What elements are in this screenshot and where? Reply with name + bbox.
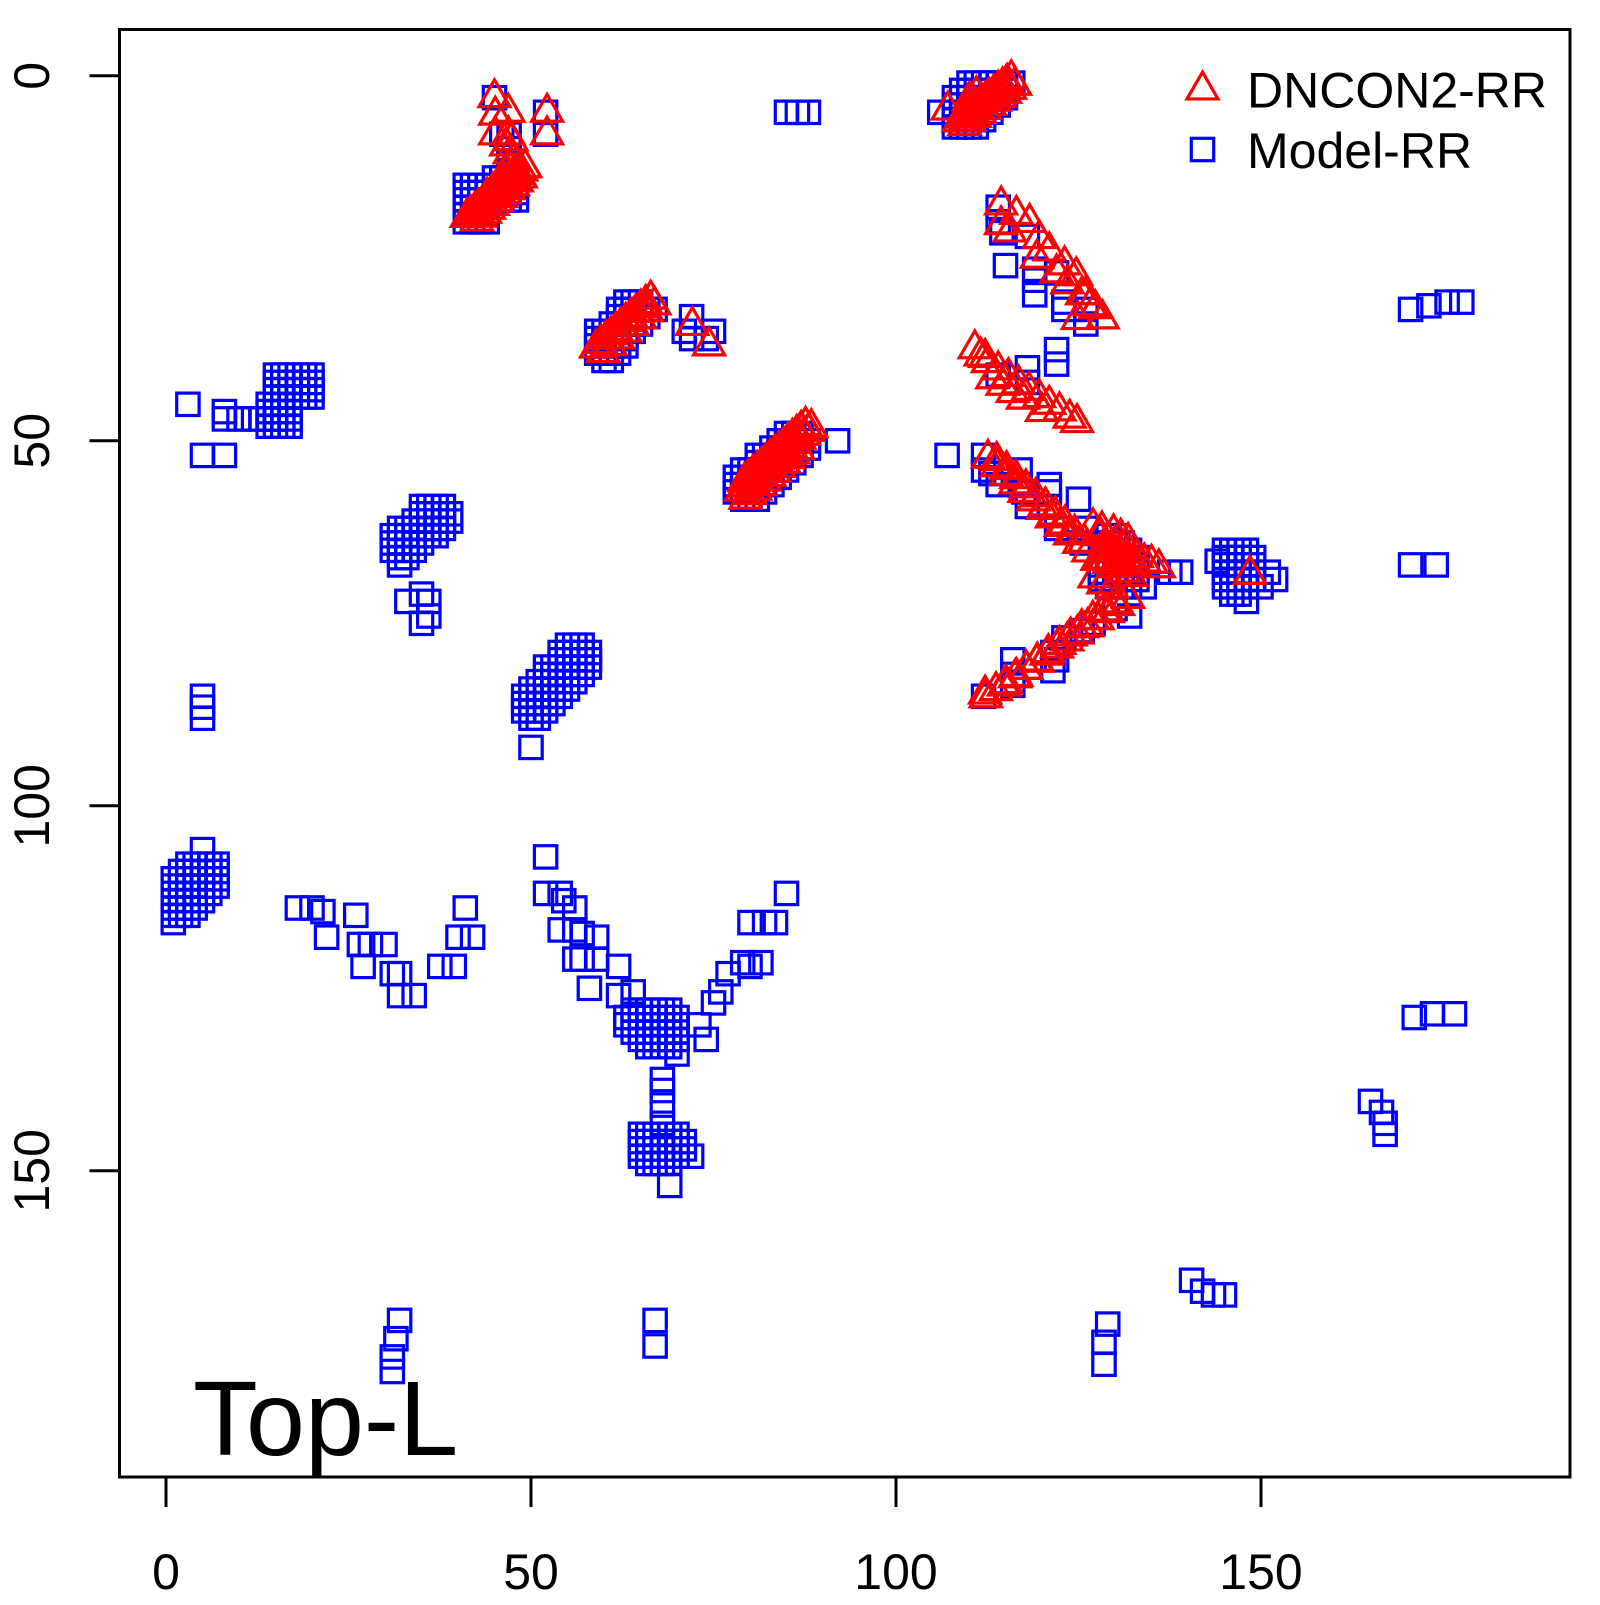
svg-text:Top-L: Top-L	[193, 1360, 458, 1478]
svg-text:DNCON2-RR: DNCON2-RR	[1247, 63, 1547, 119]
svg-text:50: 50	[4, 413, 60, 469]
svg-text:Model-RR: Model-RR	[1247, 123, 1472, 179]
svg-text:100: 100	[4, 764, 60, 847]
svg-text:50: 50	[503, 1544, 559, 1600]
svg-text:150: 150	[1219, 1544, 1302, 1600]
svg-text:0: 0	[4, 62, 60, 90]
svg-text:100: 100	[854, 1544, 937, 1600]
svg-text:150: 150	[4, 1129, 60, 1212]
svg-text:0: 0	[152, 1544, 180, 1600]
